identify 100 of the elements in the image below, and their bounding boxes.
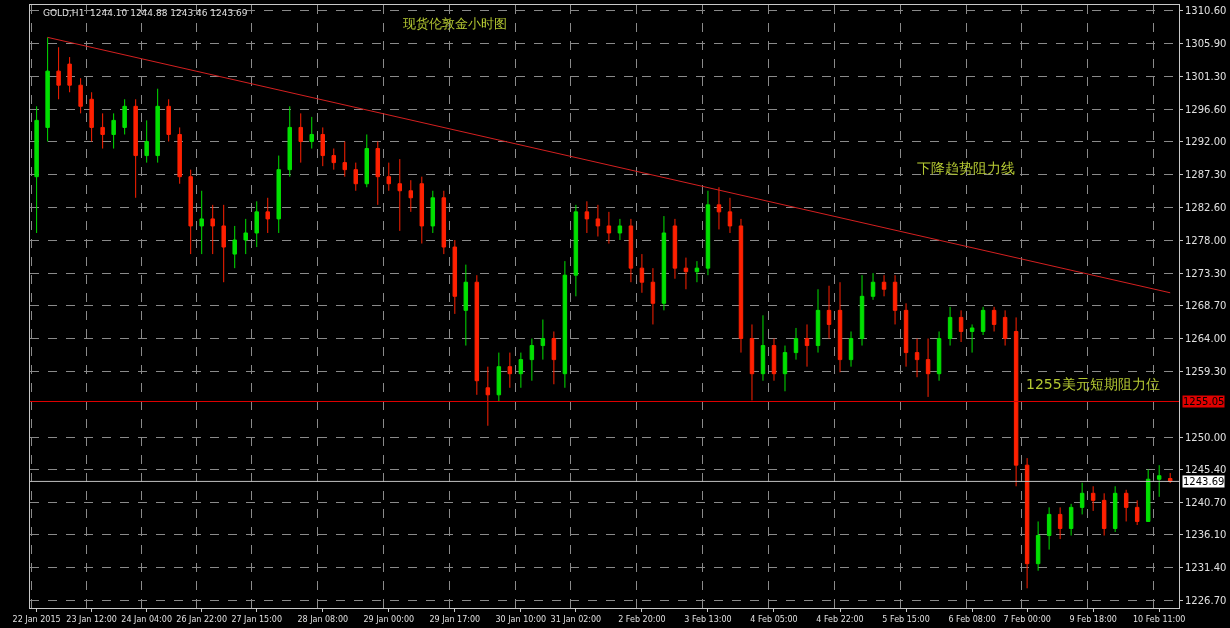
- x-tick-label: 31 Jan 02:00: [550, 614, 602, 624]
- candlestick: [1046, 506, 1052, 551]
- x-tick-label: 5 Feb 15:00: [882, 614, 930, 624]
- candlestick: [408, 179, 414, 213]
- candlestick: [298, 112, 303, 164]
- candlestick: [980, 306, 986, 336]
- candlestick: [155, 88, 160, 164]
- candlestick: [1167, 472, 1173, 484]
- x-tick-label: 26 Jan 22:00: [176, 614, 228, 624]
- candlestick: [463, 264, 469, 347]
- y-tick-label: 1240.70: [1185, 496, 1227, 508]
- candlestick: [254, 200, 259, 248]
- candlestick: [419, 176, 425, 245]
- candlestick: [694, 260, 700, 283]
- candlestick: [529, 338, 535, 382]
- candlestick: [221, 204, 226, 283]
- y-tick-label: 1231.40: [1185, 562, 1227, 574]
- candlestick: [309, 116, 314, 150]
- candlestick: [804, 323, 810, 368]
- x-tick-label: 10 Feb 11:00: [1132, 614, 1186, 624]
- candlestick: [650, 267, 656, 325]
- x-tick-label: 27 Jan 15:00: [231, 614, 283, 624]
- candlestick: [540, 319, 546, 361]
- candlestick: [595, 204, 601, 237]
- candlestick: [353, 162, 358, 192]
- candlestick: [122, 98, 127, 135]
- candlestick: [639, 253, 645, 294]
- x-tick-label: 28 Jan 08:00: [297, 614, 349, 624]
- y-tick-label: 1292.00: [1185, 136, 1227, 147]
- candlestick: [771, 338, 777, 382]
- candlestick: [166, 98, 171, 142]
- candlestick: [749, 323, 755, 401]
- x-tick-label: 22 Jan 2015: [12, 614, 61, 624]
- candlestick: [1123, 489, 1129, 522]
- candlestick: [859, 274, 865, 347]
- candlestick: [1101, 492, 1107, 537]
- candlestick: [177, 126, 182, 185]
- candlestick: [760, 314, 766, 382]
- chart-subtitle: GOLD,H1 1244.10 1244.88 1243.46 1243.69: [43, 8, 248, 18]
- candlestick: [144, 119, 149, 164]
- annotation: 下降趋势阻力线: [917, 160, 1015, 176]
- x-tick-label: 4 Feb 05:00: [750, 614, 798, 624]
- y-tick-label: 1278.00: [1185, 234, 1227, 246]
- y-tick-label: 1282.60: [1185, 202, 1227, 214]
- y-tick-label: 1268.70: [1185, 299, 1227, 311]
- candlestick: [848, 330, 854, 368]
- candlestick: [1068, 503, 1074, 537]
- y-tick-label: 1296.60: [1185, 103, 1227, 115]
- x-tick-label: 4 Feb 22:00: [816, 614, 864, 624]
- y-tick-label: 1287.30: [1185, 169, 1227, 181]
- y-tick-label: 1305.90: [1185, 38, 1227, 50]
- candlestick: [892, 274, 898, 325]
- y-tick-label: 1236.10: [1185, 529, 1227, 541]
- candlestick: [375, 141, 381, 206]
- x-tick-label: 29 Jan 00:00: [363, 614, 415, 624]
- candlestick: [914, 338, 920, 378]
- candlestick: [606, 211, 612, 245]
- candlestick: [562, 260, 568, 389]
- candlestick: [276, 155, 281, 234]
- candlestick: [56, 46, 61, 100]
- y-tick-label: 1259.30: [1185, 366, 1227, 378]
- candlestick: [287, 105, 292, 178]
- candlestick: [782, 345, 788, 392]
- candlestick: [815, 288, 821, 354]
- candlestick: [265, 197, 270, 234]
- y-tick-label: 1301.30: [1185, 70, 1227, 82]
- candlestick: [551, 330, 557, 385]
- ref-line-label: 1255.05: [1183, 396, 1225, 407]
- candlestick: [793, 327, 799, 361]
- candlestick: [430, 190, 436, 234]
- candlestick: [89, 91, 94, 142]
- candlestick: [826, 285, 832, 340]
- candlestick: [386, 162, 392, 192]
- candlestick: [507, 352, 513, 389]
- candlestick: [111, 112, 116, 150]
- candlestick: [738, 218, 744, 354]
- candlestick: [232, 225, 237, 269]
- candlestick: [331, 148, 336, 171]
- candlestick: [573, 204, 579, 297]
- x-tick-label: 2 Feb 20:00: [618, 614, 666, 624]
- x-tick-label: 9 Feb 18:00: [1069, 614, 1117, 624]
- y-tick-label: 1250.00: [1185, 431, 1227, 443]
- text: 现货伦敦金小时图: [403, 16, 507, 31]
- candlestick: [1112, 485, 1118, 533]
- candlestick: [100, 112, 105, 150]
- y-tick-label: 1245.40: [1185, 463, 1227, 475]
- candlestick: [199, 190, 204, 255]
- candlestick: [705, 190, 711, 276]
- x-tick-label: 3 Feb 13:00: [684, 614, 732, 624]
- annotation: 1255美元短期阻力位: [1026, 376, 1160, 392]
- candlestick: [496, 352, 502, 403]
- candlestick: [364, 133, 370, 188]
- candlestick: [34, 105, 39, 234]
- x-tick-label: 7 Feb 00:00: [1003, 614, 1051, 624]
- y-tick-label: 1226.70: [1185, 595, 1227, 607]
- candlestick: [78, 77, 83, 114]
- candlestick: [320, 126, 325, 167]
- x-tick-label: 6 Feb 08:00: [948, 614, 996, 624]
- candlestick: [441, 190, 447, 255]
- candlestick: [67, 56, 72, 93]
